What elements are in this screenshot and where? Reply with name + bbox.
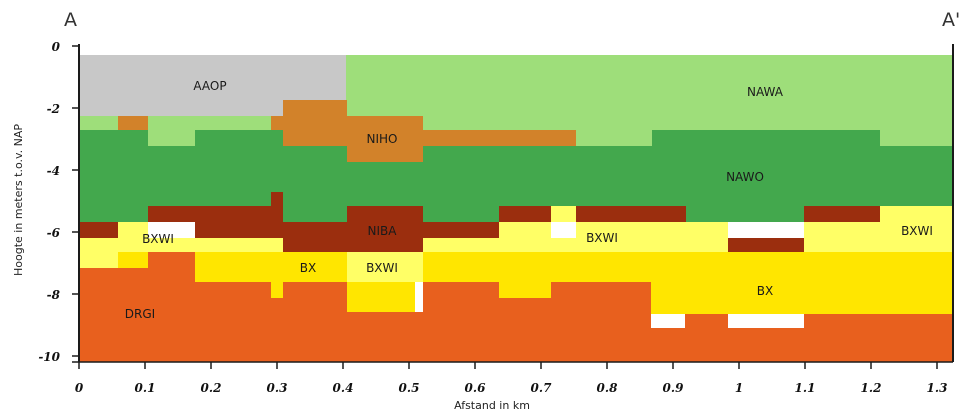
layer-bxwi bbox=[499, 238, 728, 252]
layer-drgi bbox=[804, 314, 952, 362]
section-end-label: A' bbox=[942, 9, 960, 31]
layer-drgi bbox=[80, 268, 148, 362]
layer-bx bbox=[347, 282, 415, 312]
layer-drgi bbox=[271, 298, 283, 362]
y-tick-label: 0 bbox=[52, 40, 61, 54]
layer-bxwi bbox=[551, 206, 576, 222]
layer-bxwi bbox=[686, 222, 728, 252]
layer-niho bbox=[423, 130, 576, 146]
layer-bxwi bbox=[804, 222, 880, 252]
unit-label-niba: NIBA bbox=[368, 224, 398, 238]
unit-labels: AAOP NAWA NIHO NAWO NIBA BXWI BXWI BXWI … bbox=[125, 79, 933, 321]
layer-niba bbox=[148, 206, 271, 222]
y-tick-label: -10 bbox=[38, 350, 60, 364]
layer-nawa bbox=[880, 130, 952, 146]
layer-bxwi bbox=[80, 252, 118, 268]
x-tick-label: 1.1 bbox=[795, 381, 816, 395]
x-tick-label: 0.2 bbox=[201, 381, 222, 395]
layer-drgi bbox=[551, 282, 651, 362]
axes bbox=[72, 44, 954, 363]
layer-bx bbox=[423, 252, 952, 282]
y-tick-label: -2 bbox=[47, 102, 60, 116]
unit-label-bxwi-mid: BXWI bbox=[586, 231, 618, 245]
layer-niho bbox=[347, 116, 423, 162]
layer-niho bbox=[118, 116, 148, 130]
layer-bxwi bbox=[880, 206, 952, 252]
geological-layers bbox=[80, 55, 953, 362]
layer-niba bbox=[728, 238, 804, 252]
layer-drgi bbox=[728, 328, 804, 362]
layer-niba bbox=[347, 206, 423, 252]
tick-marks bbox=[72, 45, 938, 369]
layer-bx bbox=[195, 252, 347, 282]
layer-drgi bbox=[283, 282, 347, 362]
layer-niho bbox=[271, 116, 283, 130]
layer-niho bbox=[283, 100, 347, 146]
x-tick-label: 1.3 bbox=[927, 381, 948, 395]
layer-niba bbox=[271, 192, 283, 222]
x-tick-label: 0.8 bbox=[597, 381, 619, 395]
layer-bxwi bbox=[347, 252, 423, 282]
y-tick-label: -6 bbox=[47, 226, 61, 240]
section-start-label: A bbox=[64, 9, 77, 31]
layer-niba bbox=[423, 222, 499, 238]
layer-drgi bbox=[195, 282, 271, 362]
layer-nawa bbox=[195, 116, 271, 130]
unit-label-bxwi-center: BXWI bbox=[366, 261, 398, 275]
x-tick-label: 0.9 bbox=[663, 381, 685, 395]
unit-label-bx-right: BX bbox=[757, 284, 773, 298]
layer-drgi bbox=[651, 328, 685, 362]
x-tick-labels: 0 0.1 0.2 0.3 0.4 0.5 0.6 0.7 0.8 0.9 1 … bbox=[75, 381, 948, 395]
layer-niba bbox=[195, 222, 283, 238]
layer-niba bbox=[283, 222, 347, 252]
layer-niba bbox=[576, 206, 686, 222]
unit-label-niho: NIHO bbox=[367, 132, 398, 146]
unit-label-nawa: NAWA bbox=[747, 85, 784, 99]
layer-drgi bbox=[423, 282, 499, 362]
x-tick-label: 1 bbox=[735, 381, 743, 395]
layer-drgi bbox=[685, 314, 728, 362]
unit-label-bxwi-left: BXWI bbox=[142, 232, 174, 246]
x-tick-label: 0 bbox=[75, 381, 84, 395]
x-axis-title: Afstand in km bbox=[454, 399, 530, 412]
layer-niba bbox=[499, 206, 551, 222]
layer-nawa bbox=[148, 130, 195, 146]
layer-bxwi bbox=[80, 238, 195, 252]
x-tick-label: 0.7 bbox=[531, 381, 553, 395]
unit-label-drgi: DRGI bbox=[125, 307, 155, 321]
x-tick-label: 0.6 bbox=[465, 381, 487, 395]
unit-label-nawo: NAWO bbox=[726, 170, 764, 184]
layer-drgi bbox=[499, 298, 551, 362]
layer-bx bbox=[271, 282, 283, 298]
layer-bxwi bbox=[118, 222, 148, 238]
layer-bxwi bbox=[195, 238, 283, 252]
layer-niba bbox=[804, 206, 880, 222]
layer-bxwi bbox=[423, 238, 499, 252]
x-tick-label: 0.3 bbox=[267, 381, 288, 395]
unit-label-bxwi-right: BXWI bbox=[901, 224, 933, 238]
layer-drgi bbox=[347, 312, 423, 362]
layer-bx bbox=[499, 282, 551, 298]
layer-drgi bbox=[148, 252, 195, 362]
x-tick-label: 0.4 bbox=[333, 381, 354, 395]
layer-niba bbox=[80, 222, 118, 238]
x-tick-label: 0.1 bbox=[135, 381, 156, 395]
layer-bx bbox=[118, 252, 148, 268]
x-tick-label: 0.5 bbox=[399, 381, 420, 395]
y-tick-label: -4 bbox=[47, 164, 60, 178]
y-tick-labels: 0 -2 -4 -6 -8 -10 bbox=[38, 40, 60, 364]
layer-bx bbox=[651, 282, 952, 314]
y-axis-title: Hoogte in meters t.o.v. NAP bbox=[12, 124, 25, 276]
layer-nawa bbox=[424, 55, 953, 130]
unit-label-aaop: AAOP bbox=[193, 79, 226, 93]
unit-label-bx-left: BX bbox=[300, 261, 316, 275]
layer-bxwi bbox=[499, 222, 551, 238]
x-tick-label: 1.2 bbox=[861, 381, 882, 395]
y-tick-label: -8 bbox=[47, 288, 61, 302]
